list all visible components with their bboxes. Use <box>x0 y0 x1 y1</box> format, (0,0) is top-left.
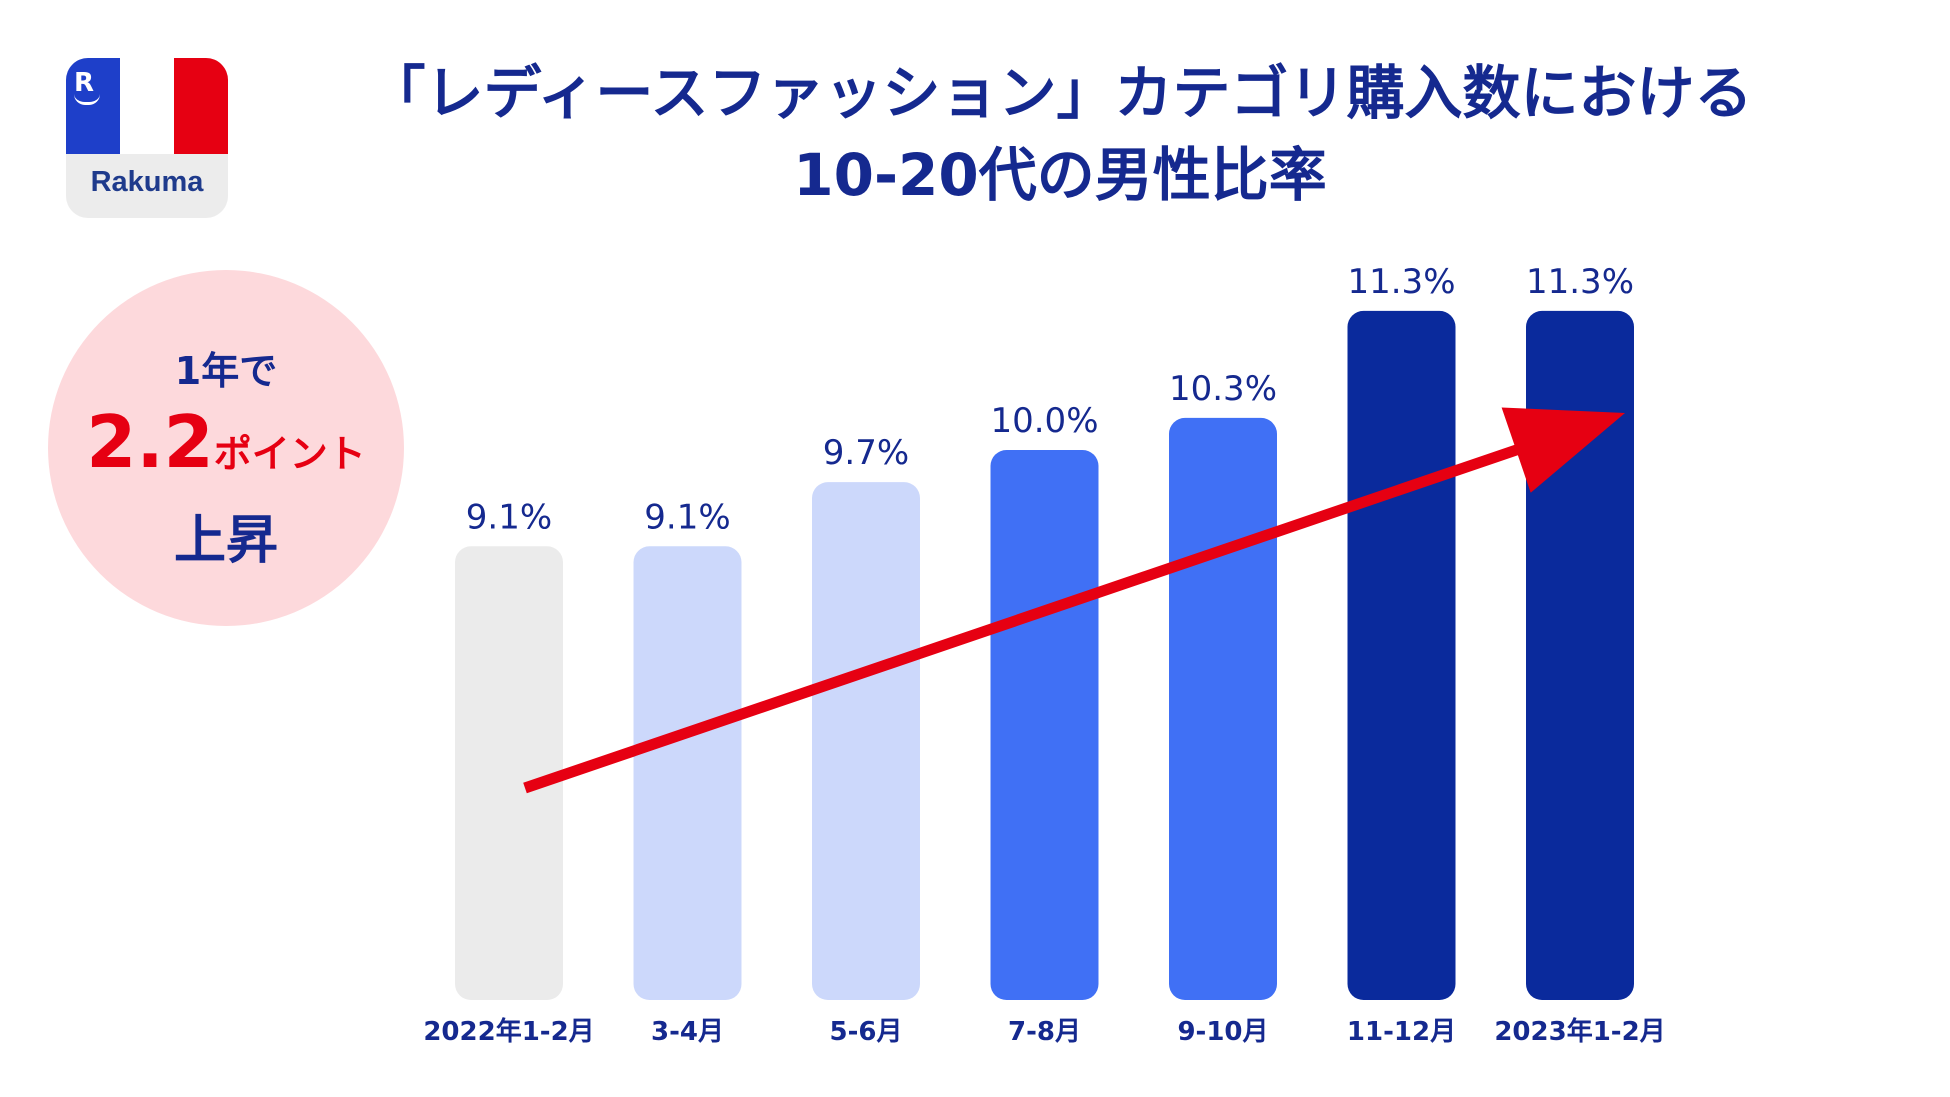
bar-value-label-5: 10.3% <box>1169 369 1277 409</box>
callout-period: 1年で <box>174 349 278 393</box>
bar-6 <box>1347 310 1456 1000</box>
logo-brand-name: Rakuma <box>90 166 204 198</box>
callout-value: 2.2 <box>86 400 214 484</box>
bar-value-label-6: 11.3% <box>1347 262 1455 302</box>
bar-value-label-2: 9.1% <box>644 497 730 537</box>
category-label-7: 2023年1-2月 <box>1494 1016 1665 1047</box>
bar-value-label-4: 10.0% <box>990 401 1098 441</box>
rakuma-logo: R Rakuma <box>66 58 228 218</box>
bar-3 <box>812 482 920 1001</box>
bar-value-label-3: 9.7% <box>823 433 909 473</box>
category-label-1: 2022年1-2月 <box>423 1016 594 1047</box>
callout-unit: ポイント <box>213 432 366 476</box>
category-label-5: 9-10月 <box>1177 1017 1268 1047</box>
callout-rise: 上昇 <box>173 511 278 571</box>
bar-2 <box>633 546 742 1000</box>
category-label-3: 5-6月 <box>830 1017 903 1047</box>
chart-title-line-2: 10-20代の男性比率 <box>793 141 1327 209</box>
logo-r-mark: R <box>74 68 100 105</box>
callout-circle: 1年で 2.2ポイント 上昇 <box>48 270 404 626</box>
logo-flag <box>66 58 228 154</box>
bar-7 <box>1526 310 1634 1000</box>
bar-4 <box>990 450 1099 1000</box>
category-label-6: 11-12月 <box>1347 1017 1456 1047</box>
bar-1 <box>455 546 563 1000</box>
bar-5 <box>1169 417 1277 1000</box>
bar-value-label-1: 9.1% <box>466 497 552 537</box>
category-label-4: 7-8月 <box>1008 1017 1081 1047</box>
bar-value-label-7: 11.3% <box>1526 262 1634 302</box>
callout-increase: 2.2ポイント <box>48 400 404 484</box>
chart-title-line-1: 「レディースファッション」カテゴリ購入数における <box>367 59 1753 127</box>
category-label-2: 3-4月 <box>651 1017 724 1047</box>
trend-arrow <box>523 407 1626 794</box>
